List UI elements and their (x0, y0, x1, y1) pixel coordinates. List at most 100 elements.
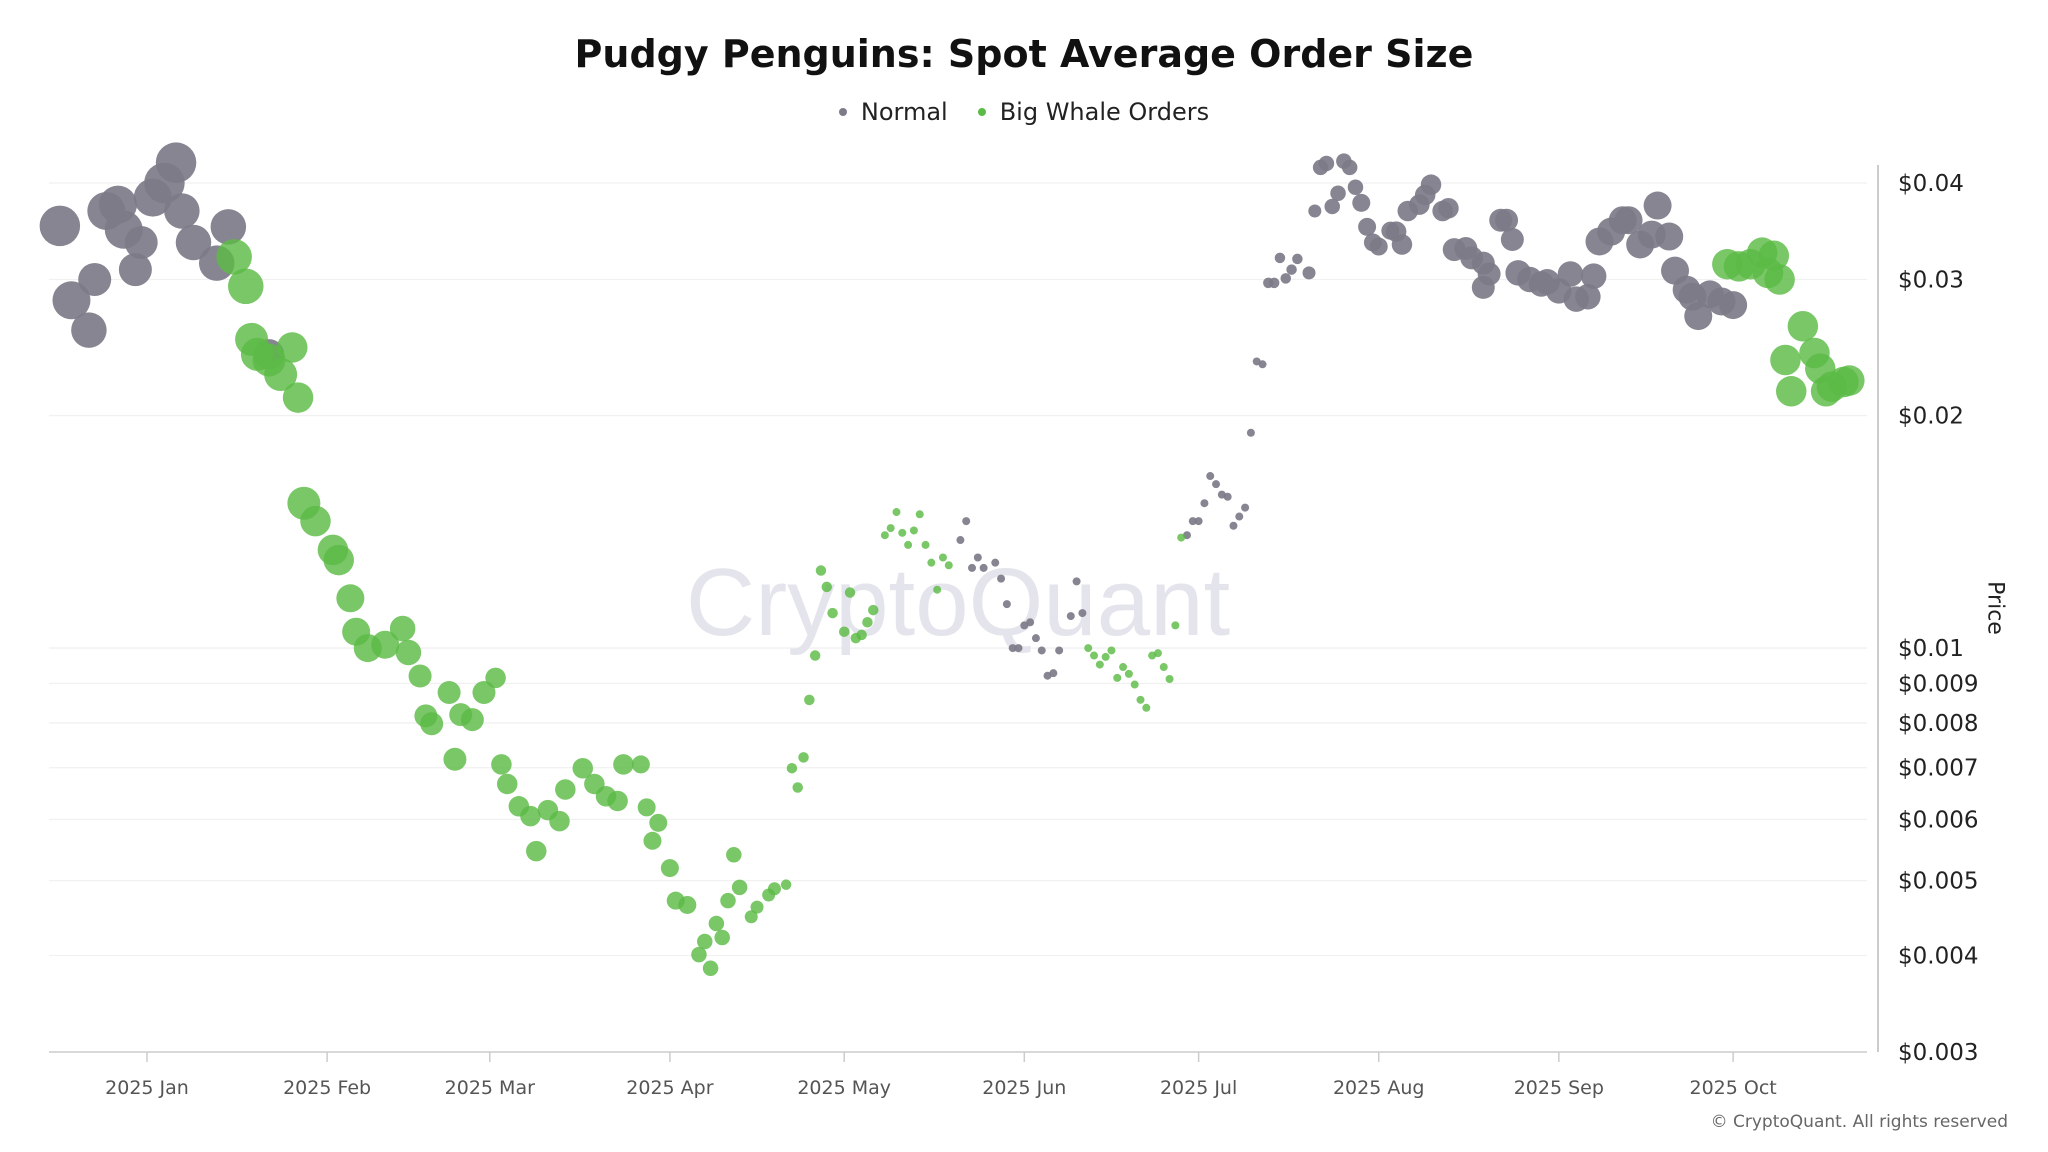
x-tick-label: 2025 Aug (1333, 1077, 1425, 1099)
data-point (1206, 472, 1215, 481)
data-point (1268, 277, 1280, 289)
data-point (420, 712, 444, 736)
data-point (1014, 644, 1023, 653)
data-point (944, 561, 953, 570)
legend-label: Big Whale Orders (999, 98, 1210, 126)
data-point (702, 960, 719, 977)
data-point (1286, 264, 1297, 275)
y-tick-label: $0.01 (1898, 636, 1964, 662)
data-point (731, 879, 748, 896)
data-point (1575, 283, 1601, 310)
data-point (880, 531, 889, 540)
data-point (155, 142, 197, 183)
x-tick-label: 2025 Sep (1514, 1077, 1604, 1099)
legend-item-normal[interactable]: Normal (838, 98, 948, 126)
data-point (1292, 253, 1303, 265)
data-point (472, 680, 496, 704)
data-point (175, 224, 212, 261)
copyright-notice: © CryptoQuant. All rights reserved (1710, 1112, 2008, 1132)
data-point (1084, 644, 1093, 653)
y-tick-label: $0.005 (1898, 869, 1978, 895)
data-point (1107, 646, 1116, 655)
data-point (868, 604, 879, 616)
data-point (637, 798, 656, 817)
data-point (1655, 222, 1684, 251)
data-point (71, 312, 107, 348)
data-point (549, 810, 570, 832)
data-point (395, 639, 422, 666)
data-point (1764, 264, 1795, 295)
data-point (52, 281, 91, 320)
data-point (210, 209, 247, 245)
data-point (886, 524, 895, 533)
data-point (1274, 252, 1286, 264)
data-point (714, 929, 730, 946)
data-point (1308, 204, 1322, 218)
data-point (844, 587, 856, 598)
data-point (838, 626, 850, 637)
data-point (1495, 208, 1519, 232)
y-tick-label: $0.009 (1898, 671, 1978, 697)
legend-marker-icon (838, 108, 847, 116)
data-point (491, 754, 512, 775)
data-point (979, 563, 988, 572)
data-point (973, 553, 982, 562)
y-tick-label: $0.03 (1898, 268, 1964, 294)
legend-marker-icon (977, 108, 986, 116)
data-point (1241, 503, 1250, 512)
data-point (927, 558, 936, 567)
data-point (1090, 651, 1099, 660)
data-point (1477, 262, 1501, 286)
data-point (323, 544, 354, 576)
data-point (282, 382, 314, 413)
y-tick-label: $0.04 (1898, 171, 1964, 197)
data-point (750, 900, 764, 914)
data-point (1614, 206, 1643, 235)
data-point (1194, 517, 1203, 526)
watermark: CryptoQuant (686, 549, 1230, 656)
data-point (78, 263, 112, 297)
y-tick-label: $0.007 (1898, 756, 1978, 782)
data-point (1358, 217, 1377, 236)
data-point (1002, 600, 1011, 609)
data-point (572, 757, 593, 779)
data-point (300, 505, 331, 537)
data-point (39, 205, 81, 247)
data-point (1171, 621, 1180, 630)
data-point (1719, 291, 1748, 320)
data-point (1188, 517, 1197, 526)
chart-title: Pudgy Penguins: Spot Average Order Size (574, 32, 1474, 76)
data-point (708, 915, 725, 932)
data-point (520, 805, 541, 827)
data-point (1031, 634, 1040, 643)
data-point (678, 895, 697, 914)
data-point (697, 933, 713, 950)
y-tick-label: $0.003 (1898, 1040, 1978, 1066)
data-point (968, 563, 977, 572)
y-tick-label: $0.008 (1898, 711, 1978, 737)
data-point (1500, 228, 1524, 252)
data-point (1229, 521, 1238, 530)
data-point (526, 840, 547, 862)
data-point (1177, 533, 1186, 542)
legend-item-big-whale-orders[interactable]: Big Whale Orders (977, 98, 1210, 126)
data-point (613, 754, 634, 775)
data-point (997, 574, 1006, 583)
data-point (1347, 179, 1364, 195)
data-point (720, 892, 736, 909)
data-point (1758, 240, 1790, 272)
data-point (1223, 492, 1232, 501)
data-point (1101, 652, 1110, 661)
data-point (389, 615, 416, 642)
legend-label: Normal (860, 98, 948, 126)
data-point (1246, 428, 1255, 437)
data-point (1113, 673, 1122, 682)
data-point (1119, 663, 1128, 672)
y-tick-label: $0.004 (1898, 943, 1978, 969)
data-point (767, 882, 781, 896)
x-tick-label: 2025 Mar (445, 1077, 535, 1099)
x-tick-label: 2025 Apr (626, 1077, 713, 1099)
data-point (956, 536, 965, 545)
y-tick-label: $0.02 (1898, 404, 1964, 430)
data-point (1159, 663, 1168, 672)
